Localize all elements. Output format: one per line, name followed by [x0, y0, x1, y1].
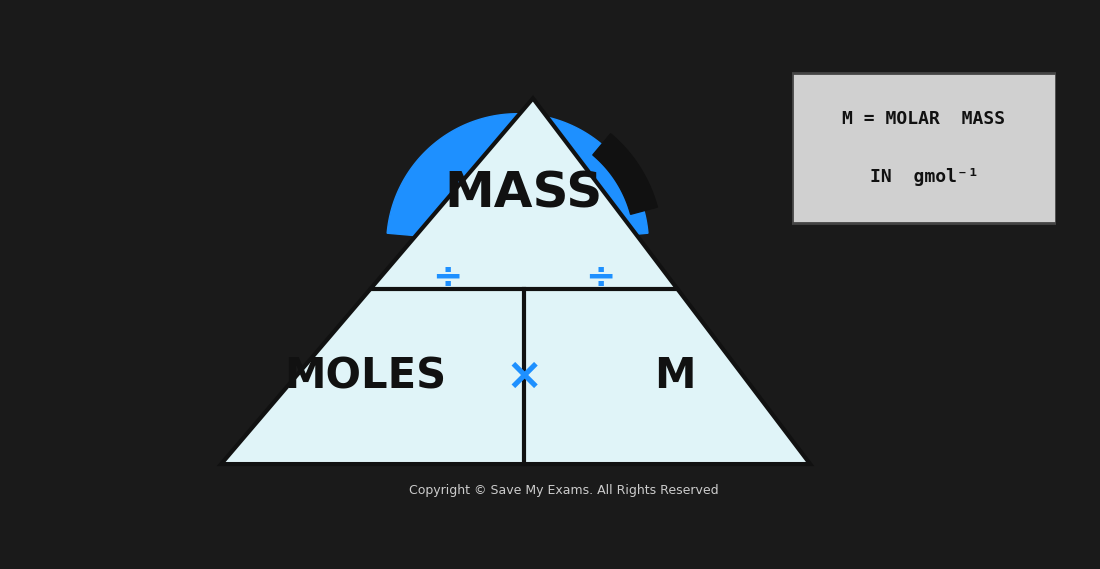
Text: M: M: [654, 355, 695, 397]
Text: ×: ×: [505, 355, 542, 398]
Polygon shape: [221, 98, 810, 464]
FancyBboxPatch shape: [792, 73, 1056, 223]
Text: ÷: ÷: [432, 261, 463, 295]
Text: IN  gmol⁻¹: IN gmol⁻¹: [870, 168, 978, 185]
Text: MOLES: MOLES: [284, 355, 446, 397]
Polygon shape: [387, 114, 648, 245]
Text: ÷: ÷: [585, 261, 616, 295]
Text: MASS: MASS: [444, 170, 603, 217]
Polygon shape: [593, 134, 658, 215]
Text: Copyright © Save My Exams. All Rights Reserved: Copyright © Save My Exams. All Rights Re…: [409, 484, 718, 497]
Text: M = MOLAR  MASS: M = MOLAR MASS: [843, 110, 1005, 128]
